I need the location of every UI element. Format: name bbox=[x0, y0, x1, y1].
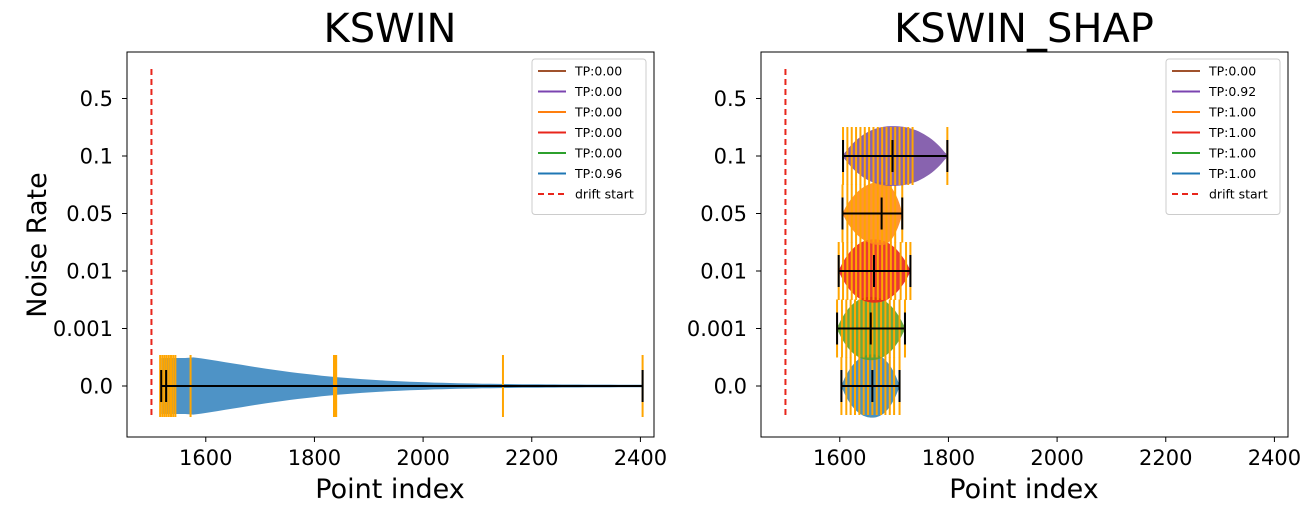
legend-item: TP:0.00 bbox=[538, 125, 622, 140]
plot-content bbox=[150, 69, 644, 417]
legend-label: TP:1.00 bbox=[1208, 166, 1256, 181]
y-tick-label: 0.1 bbox=[80, 145, 113, 169]
y-axis-label: Noise Rate bbox=[22, 172, 53, 317]
violin-0.001 bbox=[836, 296, 906, 361]
legend-item: TP:0.96 bbox=[538, 166, 622, 181]
x-tick-label: 2400 bbox=[1248, 446, 1301, 470]
x-tick-label: 2000 bbox=[1030, 446, 1083, 470]
legend: TP:0.00 TP:0.00 TP:0.00 TP:0.00 TP:0.00 TP:0.… bbox=[531, 58, 647, 215]
violin-0.05 bbox=[841, 181, 904, 246]
x-axis-label: Point index bbox=[949, 474, 1099, 505]
legend-label: TP:0.00 bbox=[574, 84, 622, 99]
x-tick-label: 2000 bbox=[396, 446, 449, 470]
legend-item: TP:1.00 bbox=[1172, 105, 1256, 120]
y-tick-label: 0.5 bbox=[80, 87, 113, 111]
x-tick-label: 1600 bbox=[179, 446, 232, 470]
legend-label: TP:0.00 bbox=[1208, 64, 1256, 79]
x-axis-ticks: 1600 1800 2000 2200 2400 bbox=[813, 437, 1301, 470]
legend-label: TP:1.00 bbox=[1208, 125, 1256, 140]
legend-item: TP:0.00 bbox=[1172, 64, 1256, 79]
x-tick-label: 1800 bbox=[288, 446, 341, 470]
legend-label: TP:0.00 bbox=[574, 105, 622, 120]
legend-item: TP:0.00 bbox=[538, 146, 622, 161]
y-tick-label: 0.1 bbox=[714, 145, 747, 169]
x-tick-label: 2400 bbox=[614, 446, 667, 470]
legend-item: TP:0.00 bbox=[538, 105, 622, 120]
plot-frame bbox=[126, 51, 655, 438]
plot-frame bbox=[760, 51, 1289, 438]
violin-0.0 bbox=[840, 354, 901, 418]
plot-content bbox=[784, 69, 949, 418]
legend-label: TP:0.92 bbox=[1208, 84, 1256, 99]
legend-box bbox=[1165, 58, 1281, 215]
panel-kswin: 1600 1800 2000 2200 2400 0.0 0.001 0.01 0.05 0.1… bbox=[53, 6, 667, 505]
violin-0.01 bbox=[837, 239, 912, 303]
y-axis-ticks: 0.0 0.001 0.01 0.05 0.1 0.5 bbox=[53, 87, 127, 399]
legend-item: TP:0.00 bbox=[538, 64, 622, 79]
legend-label: TP:0.00 bbox=[574, 64, 622, 79]
y-tick-label: 0.5 bbox=[714, 87, 747, 111]
legend-label: TP:0.00 bbox=[574, 125, 622, 140]
y-tick-label: 0.01 bbox=[700, 260, 747, 284]
x-tick-label: 1800 bbox=[922, 446, 975, 470]
legend-box bbox=[531, 58, 647, 215]
violin-0.0 bbox=[159, 355, 644, 417]
violin-0.1 bbox=[842, 126, 949, 186]
legend-label: TP:0.00 bbox=[574, 146, 622, 161]
x-axis-label: Point index bbox=[315, 474, 465, 505]
chart-title: KSWIN_SHAP bbox=[894, 6, 1154, 52]
y-tick-label: 0.05 bbox=[66, 202, 113, 226]
x-axis-ticks: 1600 1800 2000 2200 2400 bbox=[179, 437, 667, 470]
legend: TP:0.00 TP:0.92 TP:1.00 TP:1.00 TP:1.00 TP:1.… bbox=[1165, 58, 1281, 215]
y-tick-label: 0.0 bbox=[80, 375, 113, 399]
y-tick-label: 0.01 bbox=[66, 260, 113, 284]
x-tick-label: 2200 bbox=[505, 446, 558, 470]
legend-item: TP:0.92 bbox=[1172, 84, 1256, 99]
legend-label: TP:1.00 bbox=[1208, 146, 1256, 161]
legend-item: TP:0.00 bbox=[538, 84, 622, 99]
legend-label: TP:0.96 bbox=[574, 166, 622, 181]
legend-label: drift start bbox=[1209, 187, 1268, 202]
y-axis-ticks: 0.0 0.001 0.01 0.05 0.1 0.5 bbox=[687, 87, 761, 399]
legend-item: drift start bbox=[538, 187, 634, 202]
legend-item: drift start bbox=[1172, 187, 1268, 202]
legend-item: TP:1.00 bbox=[1172, 125, 1256, 140]
y-tick-label: 0.001 bbox=[687, 317, 747, 341]
legend-label: drift start bbox=[575, 187, 634, 202]
legend-item: TP:1.00 bbox=[1172, 146, 1256, 161]
legend-item: TP:1.00 bbox=[1172, 166, 1256, 181]
x-tick-label: 2200 bbox=[1139, 446, 1192, 470]
legend-label: TP:1.00 bbox=[1208, 105, 1256, 120]
panel-kswin-shap: 1600 1800 2000 2200 2400 0.0 0.001 0.01 0.05 0.1… bbox=[687, 6, 1301, 505]
x-tick-label: 1600 bbox=[813, 446, 866, 470]
y-tick-label: 0.001 bbox=[53, 317, 113, 341]
chart-title: KSWIN bbox=[324, 6, 457, 52]
y-tick-label: 0.05 bbox=[700, 202, 747, 226]
y-tick-label: 0.0 bbox=[714, 375, 747, 399]
